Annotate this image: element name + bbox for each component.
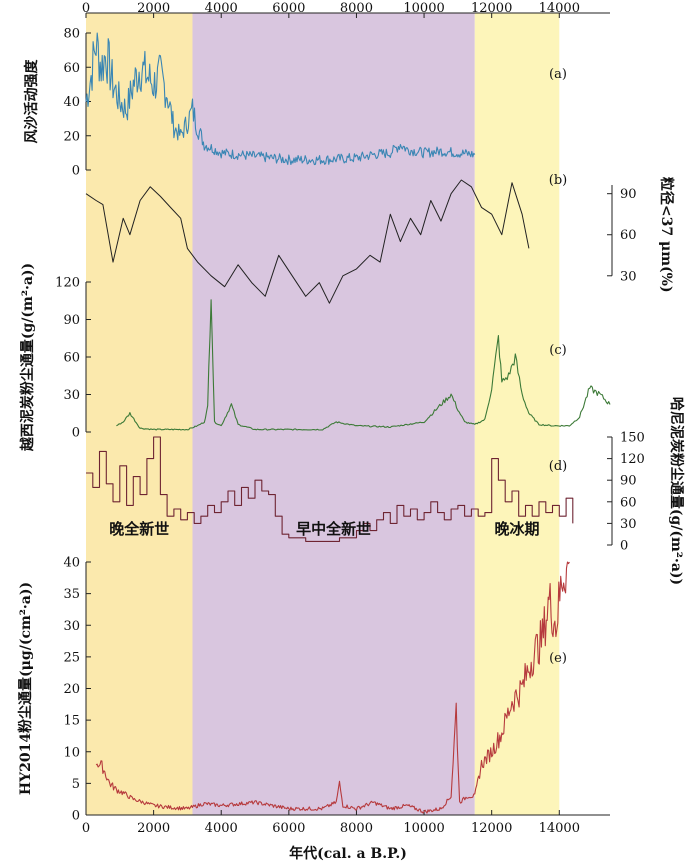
y-tick-label-a: 0: [72, 164, 80, 179]
period-label-2: 晚冰期: [495, 520, 540, 538]
y-tick-label-c: 0: [72, 426, 80, 441]
series-layer: [85, 32, 611, 814]
x-tick-label-bottom: 12000: [471, 821, 512, 836]
y-tick-label-e: 20: [63, 682, 80, 697]
y-tick-label-d: 90: [620, 474, 637, 489]
panel-label-a: (a): [549, 67, 567, 82]
period-band-0: [86, 13, 193, 815]
panel-label-b: (b): [549, 173, 567, 188]
y-tick-label-d: 0: [620, 539, 628, 554]
series-line-d: [86, 436, 574, 542]
x-tick-label-bottom: 14000: [539, 821, 580, 836]
x-axis-title: 年代(cal. a B.P.): [289, 845, 407, 862]
y-axis-title-b: 粒径<37 μm(%): [658, 177, 675, 293]
y-axis-title-a: 风沙活动强度: [23, 59, 40, 144]
x-tick-label-bottom: 8000: [340, 821, 373, 836]
y-tick-label-a: 80: [63, 27, 80, 42]
period-label-0: 晚全新世: [109, 520, 169, 538]
x-tick-label-top: 10000: [403, 1, 444, 16]
y-tick-label-e: 0: [72, 809, 80, 824]
y-tick-label-e: 40: [63, 556, 80, 571]
x-tick-label-top: 12000: [471, 1, 512, 16]
series-line-c: [116, 299, 611, 431]
series-line-e: [95, 561, 570, 814]
y-tick-label-a: 60: [63, 61, 80, 76]
x-tick-label-top: 14000: [539, 1, 580, 16]
period-bands: [86, 13, 560, 815]
x-tick-label-top: 0: [82, 1, 90, 16]
axes: 0020002000400040006000600080008000100001…: [55, 1, 645, 862]
y-tick-label-e: 10: [63, 745, 80, 760]
y-tick-label-a: 40: [63, 95, 80, 110]
x-tick-label-bottom: 6000: [272, 821, 305, 836]
y-tick-label-c: 60: [63, 351, 80, 366]
y-tick-label-c: 90: [63, 313, 80, 328]
x-tick-label-top: 4000: [205, 1, 238, 16]
period-label-1: 早中全新世: [296, 520, 371, 538]
y-tick-label-e: 35: [63, 587, 80, 602]
y-tick-label-b: 30: [620, 269, 637, 284]
x-tick-label-top: 6000: [272, 1, 305, 16]
y-tick-label-b: 60: [620, 228, 637, 243]
y-tick-label-e: 5: [72, 777, 80, 792]
y-tick-label-c: 120: [55, 276, 80, 291]
x-tick-label-top: 8000: [340, 1, 373, 16]
y-axis-title-e: HY2014粉尘通量(μg/(cm²·a)): [17, 582, 34, 795]
y-tick-label-e: 25: [63, 650, 80, 665]
panel-label-e: (e): [549, 651, 567, 666]
y-tick-label-d: 60: [620, 495, 637, 510]
x-tick-label-bottom: 0: [82, 821, 90, 836]
panel-label-c: (c): [549, 343, 566, 358]
period-band-2: [474, 13, 560, 815]
y-tick-label-d: 150: [620, 431, 645, 446]
y-tick-label-a: 20: [63, 129, 80, 144]
x-tick-label-top: 2000: [137, 1, 170, 16]
y-tick-label-e: 15: [63, 714, 80, 729]
y-tick-label-b: 90: [620, 187, 637, 202]
labels: 风沙活动强度 (a) 粒径<37 μm(%) (b) 越西泥炭粉尘通量(g/(m²·a)…: [17, 59, 685, 796]
x-tick-label-bottom: 2000: [137, 821, 170, 836]
series-line-a: [85, 32, 476, 166]
period-band-1: [192, 13, 475, 815]
x-tick-label-bottom: 10000: [403, 821, 444, 836]
y-axis-title-c: 越西泥炭粉尘通量(g/(m²·a)): [19, 263, 36, 452]
y-axis-title-d: 哈尼泥炭粉尘通量(g/(m²·a)): [668, 397, 685, 585]
y-tick-label-d: 30: [620, 517, 637, 532]
series-line-b: [85, 179, 530, 304]
y-tick-label-e: 30: [63, 619, 80, 634]
y-tick-label-c: 30: [63, 388, 80, 403]
y-tick-label-d: 120: [620, 452, 645, 467]
panel-label-d: (d): [549, 459, 567, 474]
x-tick-label-bottom: 4000: [205, 821, 238, 836]
